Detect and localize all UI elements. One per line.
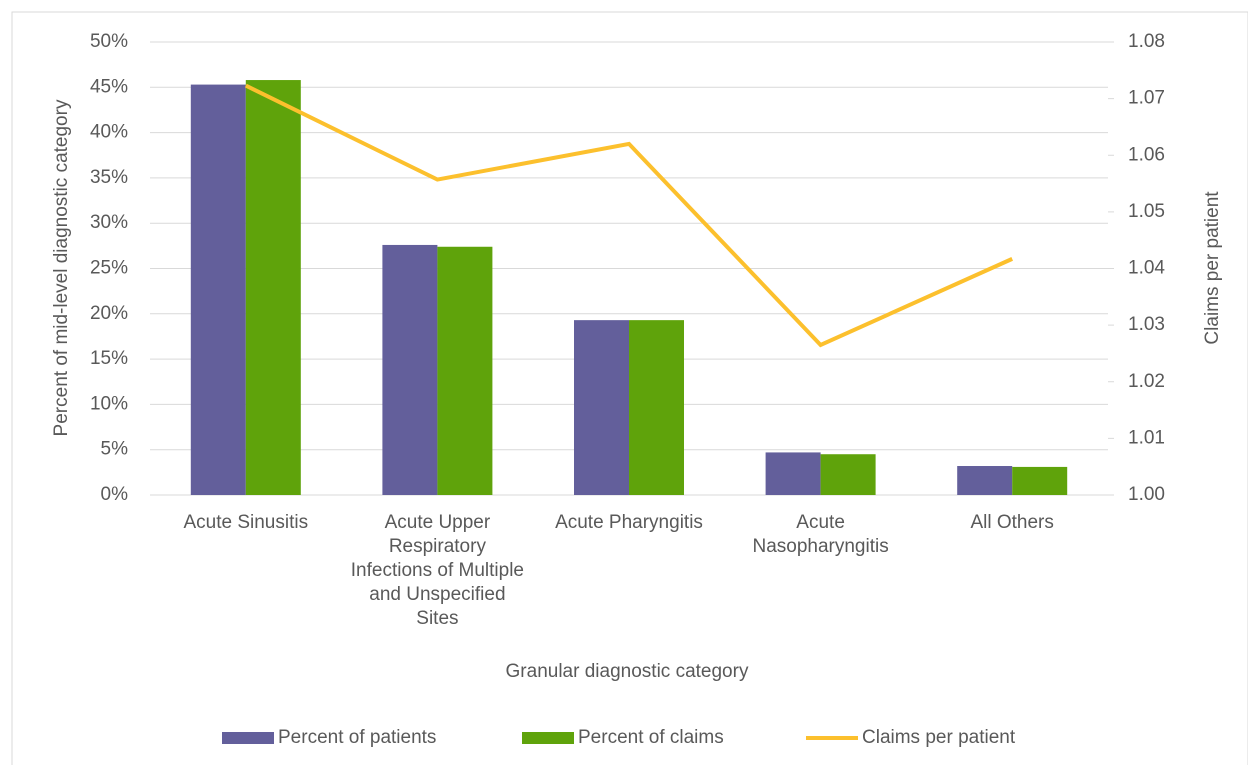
- y2-tick-label: 1.00: [1128, 484, 1165, 505]
- y-tick-label: 50%: [90, 31, 128, 52]
- y-tick-label: 30%: [90, 212, 128, 233]
- y2-axis-title: Claims per patient: [1202, 191, 1223, 345]
- legend-label: Percent of patients: [278, 727, 436, 748]
- bar: [765, 452, 821, 495]
- bar: [190, 84, 246, 495]
- y2-tick-label: 1.02: [1128, 371, 1165, 392]
- x-tick-label: Acute Sinusitis: [183, 512, 309, 533]
- x-tick-label: Acute Nasopharyngitis: [752, 512, 889, 557]
- bar: [574, 320, 629, 495]
- bar: [1012, 466, 1068, 495]
- bar: [437, 246, 493, 495]
- y-tick-label: 45%: [90, 76, 128, 97]
- y2-tick-label: 1.04: [1128, 258, 1165, 279]
- x-axis-title: Granular diagnostic category: [506, 661, 749, 682]
- y-tick-label: 20%: [90, 303, 128, 324]
- y-tick-label: 40%: [90, 122, 128, 143]
- y-tick-label: 5%: [101, 439, 129, 460]
- y2-tick-label: 1.03: [1128, 314, 1165, 335]
- x-tick-label: All Others: [970, 512, 1054, 533]
- y-tick-label: 15%: [90, 348, 128, 369]
- y-tick-label: 0%: [101, 484, 129, 505]
- x-tick-label: Acute Pharyngitis: [555, 512, 703, 533]
- y2-tick-label: 1.05: [1128, 201, 1165, 222]
- y-tick-label: 35%: [90, 167, 128, 188]
- y-tick-label: 25%: [90, 258, 128, 279]
- chart-border: [11, 11, 1248, 765]
- y2-tick-label: 1.08: [1128, 31, 1165, 52]
- bar: [382, 244, 438, 495]
- line: [244, 83, 1014, 348]
- bar: [820, 454, 876, 495]
- y2-tick-label: 1.01: [1128, 427, 1165, 448]
- y-tick-label: 10%: [90, 393, 128, 414]
- bar: [957, 466, 1013, 495]
- legend-label: Percent of claims: [578, 727, 724, 748]
- bar: [629, 320, 684, 495]
- x-tick-label: Acute Upper Respiratory Infections of Mu…: [350, 512, 524, 629]
- legend-swatch: [222, 732, 274, 744]
- y-axis-title: Percent of mid-level diagnostic category: [51, 99, 72, 436]
- bar: [245, 80, 301, 495]
- y2-tick-label: 1.07: [1128, 88, 1165, 109]
- legend-label: Claims per patient: [862, 727, 1016, 748]
- y2-tick-label: 1.06: [1128, 144, 1165, 165]
- legend-swatch: [522, 732, 574, 744]
